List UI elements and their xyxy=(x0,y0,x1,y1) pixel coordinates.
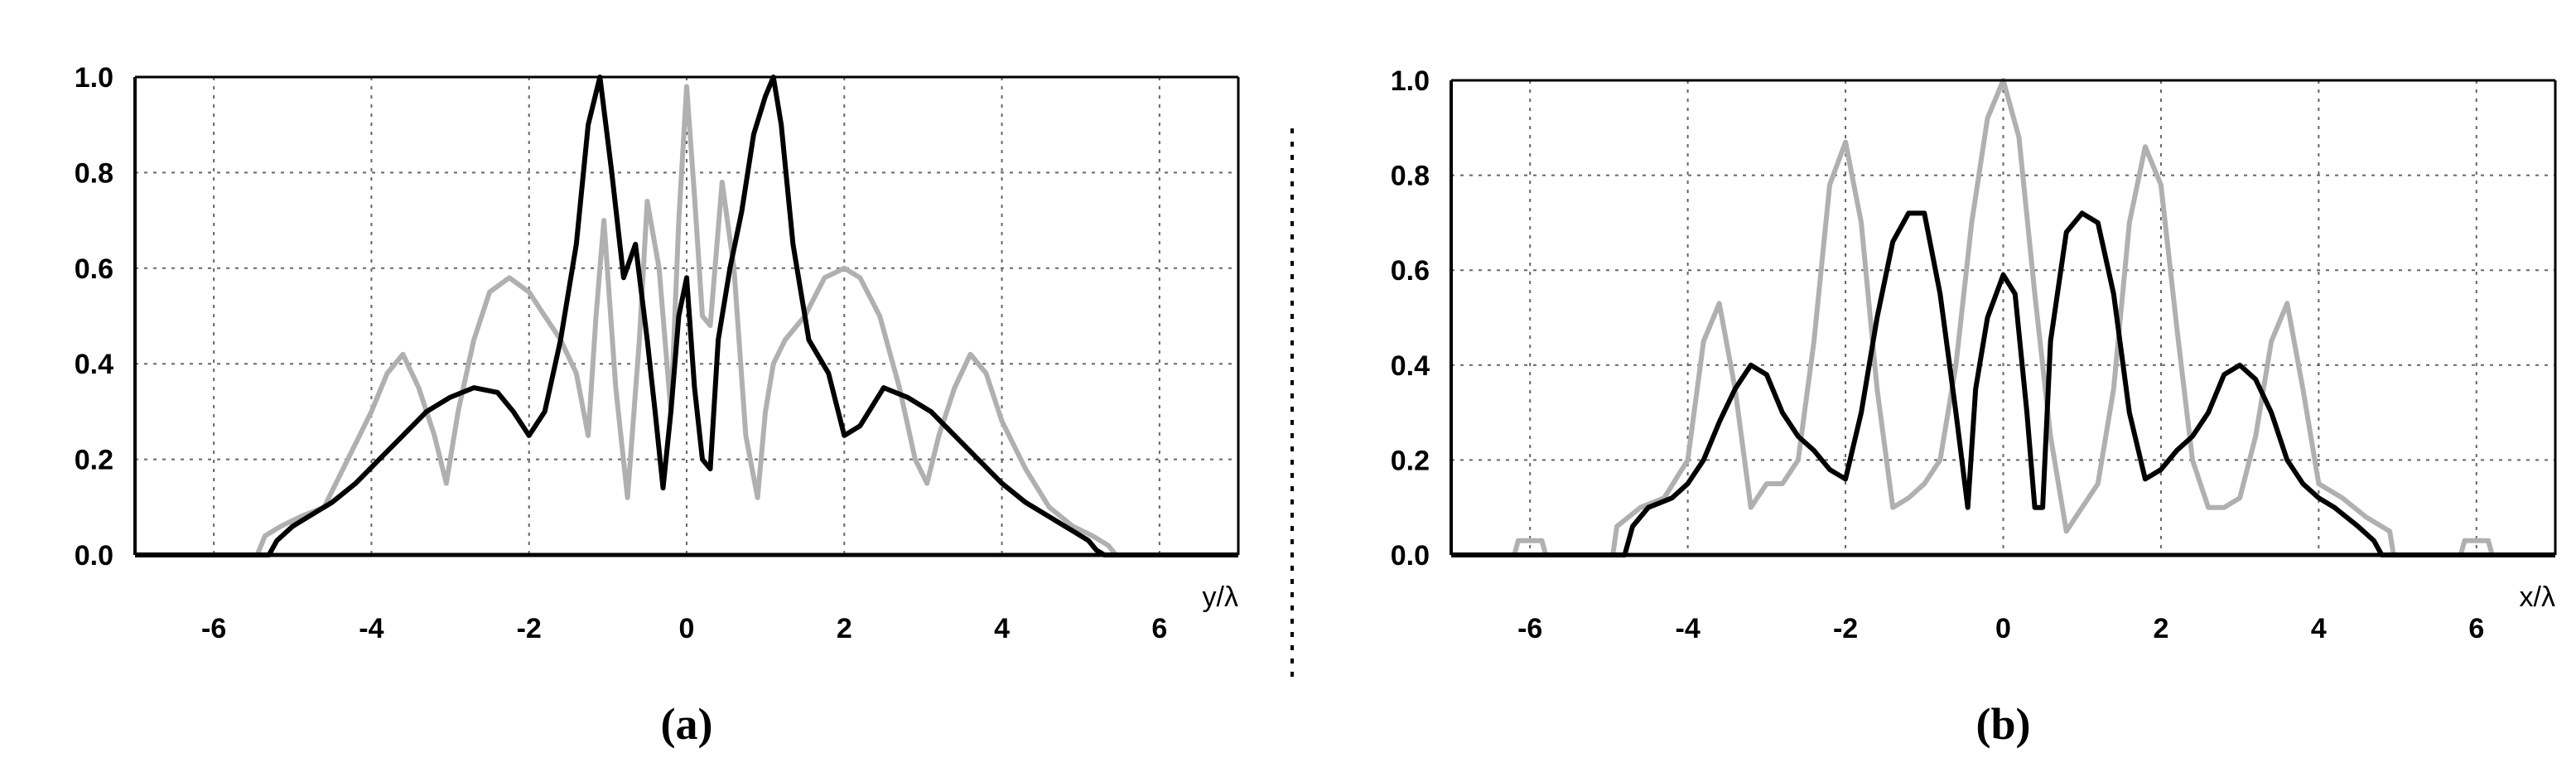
y-tick-label: 0.2 xyxy=(1391,445,1430,476)
x-axis-label: x/λ xyxy=(2520,581,2555,613)
y-tick-label: 0.2 xyxy=(75,445,113,476)
series-line-gray xyxy=(135,84,1238,557)
panel-b: 0.0 0.2 0.4 0.6 0.8 1.0 -6 -4 -2 0 2 4 6 x/λ (b) xyxy=(1391,65,2557,749)
y-tick-label: 1.0 xyxy=(75,62,113,94)
x-tick-label: 4 xyxy=(2311,613,2327,644)
y-tick-label: 1.0 xyxy=(1391,65,1430,97)
x-tick-label: -2 xyxy=(517,613,542,644)
y-tick-label: 0.6 xyxy=(75,253,113,285)
x-axis-label: y/λ xyxy=(1203,581,1238,613)
x-tick-label: 6 xyxy=(1151,613,1167,644)
series-line-black xyxy=(135,75,1238,557)
y-tick-label: 0.4 xyxy=(1391,350,1430,382)
y-tick-label: 0.6 xyxy=(1391,255,1430,287)
panel-label: (b) xyxy=(1976,699,2031,749)
x-tick-label: 4 xyxy=(994,613,1010,644)
x-tick-label: -4 xyxy=(359,613,384,644)
x-tick-label: 0 xyxy=(679,613,695,644)
y-tick-label: 0.4 xyxy=(75,349,113,380)
y-tick-label: 0.0 xyxy=(75,540,113,572)
y-tick-label: 0.8 xyxy=(1391,161,1430,192)
x-tick-label: 6 xyxy=(2468,613,2484,644)
y-tick-label: 0.8 xyxy=(75,157,113,189)
x-tick-label: 2 xyxy=(837,613,852,644)
panel-label: (a) xyxy=(661,699,713,749)
x-tick-label: -6 xyxy=(201,613,226,644)
y-tick-label: 0.0 xyxy=(1391,540,1430,572)
panel-a: 0.0 0.2 0.4 0.6 0.8 1.0 -6 -4 -2 0 2 4 6 y/λ (a) xyxy=(75,62,1240,749)
x-tick-label: -4 xyxy=(1676,613,1700,644)
x-tick-label: -2 xyxy=(1833,613,1858,644)
x-tick-label: 0 xyxy=(1995,613,2011,644)
x-tick-label: -6 xyxy=(1517,613,1542,644)
x-tick-label: 2 xyxy=(2153,613,2168,644)
series-line-black xyxy=(1451,210,2555,557)
